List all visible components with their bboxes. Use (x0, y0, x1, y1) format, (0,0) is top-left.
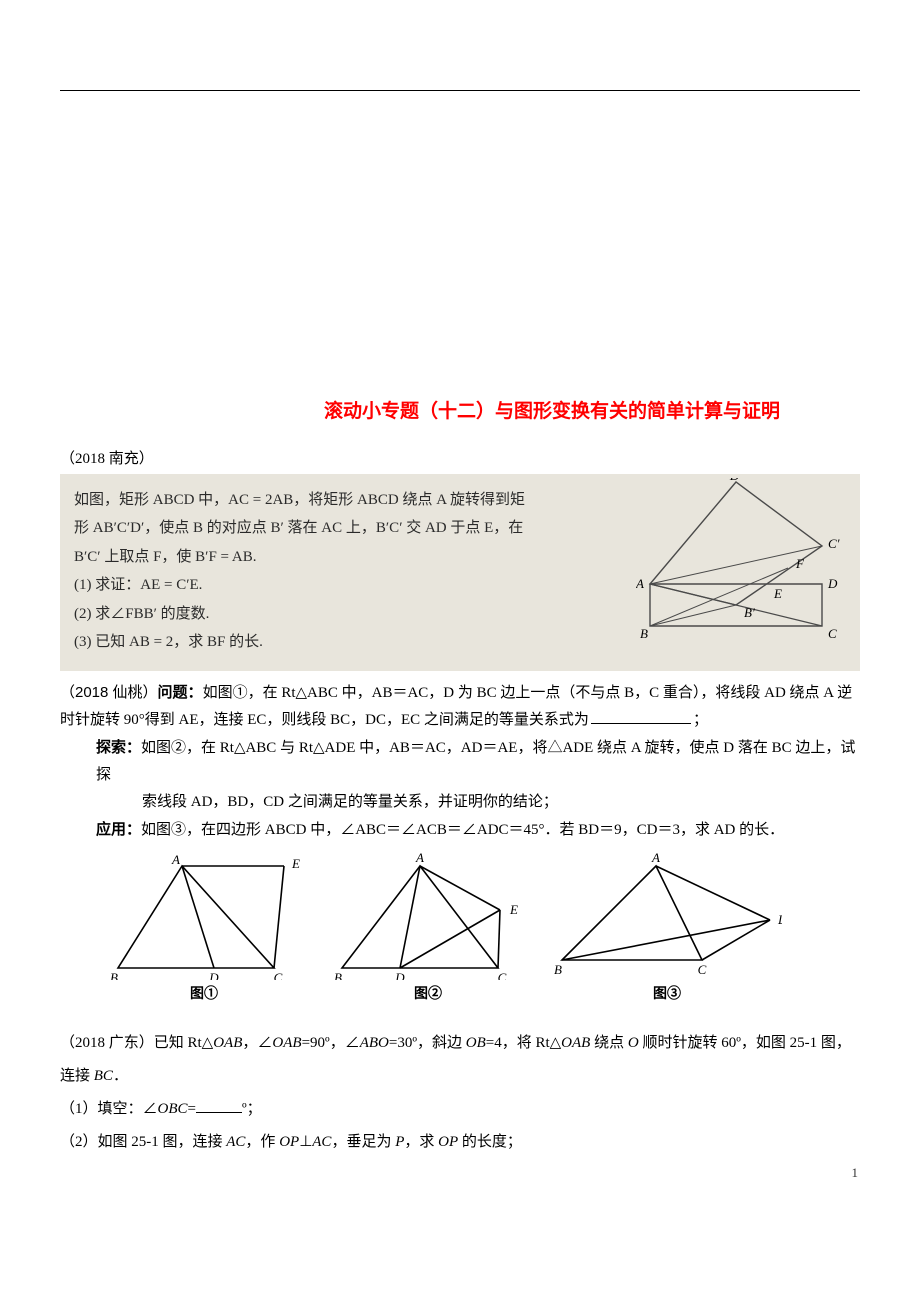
gd-q2d: ，垂足为 (331, 1134, 395, 1150)
gd-ac: AC (226, 1134, 245, 1150)
svg-text:C′: C′ (828, 536, 840, 551)
nc-q1: (1) 求证：AE = C′E. (74, 571, 553, 600)
nc-line3: B′C′ 上取点 F，使 B′F = AB. (74, 543, 553, 572)
xt-t-a: 如图②，在 Rt△ABC 与 Rt△ADE 中，AB＝AC，AD＝AE，将△AD… (96, 740, 855, 783)
svg-text:E: E (773, 586, 782, 601)
gd-q2c: ⊥ (299, 1134, 312, 1150)
xt-t-label: 探索： (96, 739, 141, 756)
svg-text:D: D (394, 970, 405, 980)
xt-q-label: 问题： (158, 684, 203, 701)
gd-abo: ABO (360, 1035, 389, 1051)
nanchong-figure: A B C D B′ C′ D′ EF (636, 478, 846, 638)
gd-p1c: =90º，∠ (302, 1035, 360, 1051)
xt-q-c: ； (693, 712, 708, 728)
gd-p1a: （2018 广东）已知 Rt△ (60, 1035, 213, 1051)
svg-text:A: A (171, 852, 180, 867)
xt-fig2-wrap: A B C D E 图② (328, 850, 528, 1007)
gd-p2b: ． (113, 1068, 128, 1084)
gd-p2: 连接 (60, 1068, 94, 1084)
gd-op: OP (279, 1134, 299, 1150)
page-number: 1 (852, 1165, 859, 1181)
svg-text:D′: D′ (729, 478, 742, 483)
gd-q1-blank (196, 1098, 242, 1113)
gd-ob: OB (466, 1035, 486, 1051)
guangdong-block: （2018 广东）已知 Rt△OAB，∠OAB=90º，∠ABO=30º，斜边 … (60, 1027, 860, 1159)
gd-p1d: =30º，斜边 (389, 1035, 466, 1051)
xt-fig1-wrap: A B C D E 图① (104, 850, 304, 1007)
xt-y-text: 如图③，在四边形 ABCD 中，∠ABC＝∠ACB＝∠ADC＝45°．若 BD＝… (141, 822, 784, 838)
svg-text:B: B (640, 626, 648, 638)
xt-fig3-label: 图③ (552, 982, 782, 1007)
gd-obc: OBC (158, 1101, 188, 1117)
nanchong-problem-box: 如图，矩形 ABCD 中，AC = 2AB，将矩形 ABCD 绕点 A 旋转得到… (60, 474, 860, 671)
xt-q-blank (591, 709, 691, 724)
svg-text:A: A (415, 850, 424, 865)
nc-q2: (2) 求∠FBB′ 的度数. (74, 600, 553, 629)
xt-fig2-label: 图② (328, 982, 528, 1007)
gd-oab2: OAB (272, 1035, 301, 1051)
svg-text:B: B (554, 962, 562, 977)
svg-text:B′: B′ (744, 605, 755, 620)
xt-source: （2018 仙桃） (60, 684, 158, 701)
svg-text:A: A (651, 850, 660, 865)
gd-p1f: 绕点 (590, 1035, 628, 1051)
gd-bc: BC (94, 1068, 113, 1084)
svg-text:A: A (636, 576, 644, 591)
gd-q1b: = (188, 1101, 196, 1117)
gd-q2f: 的长度； (458, 1134, 522, 1150)
svg-text:C: C (498, 970, 507, 980)
svg-text:E: E (509, 902, 518, 917)
xt-q-b: 时针旋转 90°得到 AE，连接 EC，则线段 BC，DC，EC 之间满足的等量… (60, 712, 589, 728)
svg-text:D: D (777, 912, 782, 927)
svg-text:B: B (334, 970, 342, 980)
nc-line2: 形 AB′C′D′，使点 B 的对应点 B′ 落在 AC 上，B′C′ 交 AD… (74, 514, 553, 543)
gd-q1a: （1）填空：∠ (60, 1101, 158, 1117)
gd-ac2: AC (312, 1134, 331, 1150)
gd-op2: OP (438, 1134, 458, 1150)
gd-o: O (628, 1035, 639, 1051)
gd-p1b: ，∠ (242, 1035, 272, 1051)
nc-q3: (3) 已知 AB = 2，求 BF 的长. (74, 628, 553, 657)
nanchong-source: （2018 南充） (60, 447, 860, 468)
top-rule (60, 90, 860, 91)
svg-text:C: C (828, 626, 837, 638)
gd-q2b: ，作 (245, 1134, 279, 1150)
xt-q-a: 如图①，在 Rt△ABC 中，AB＝AC，D 为 BC 边上一点（不与点 B，C… (203, 685, 853, 701)
xt-fig3-wrap: A B C D 图③ (552, 850, 782, 1007)
svg-text:C: C (274, 970, 283, 980)
svg-text:D: D (208, 970, 219, 980)
xt-fig1-label: 图① (104, 982, 304, 1007)
svg-text:F: F (795, 556, 805, 571)
gd-p1e: =4，将 Rt△ (486, 1035, 561, 1051)
xiantao-block: （2018 仙桃）问题：如图①，在 Rt△ABC 中，AB＝AC，D 为 BC … (60, 679, 860, 1007)
xt-y-label: 应用： (96, 821, 141, 838)
nc-line1: 如图，矩形 ABCD 中，AC = 2AB，将矩形 ABCD 绕点 A 旋转得到… (74, 486, 553, 515)
svg-text:D: D (827, 576, 838, 591)
svg-text:C: C (698, 962, 707, 977)
gd-p1g: 顺时针旋转 60º，如图 25-1 图， (639, 1035, 851, 1051)
svg-text:B: B (110, 970, 118, 980)
svg-text:E: E (291, 856, 300, 871)
gd-q2a: （2）如图 25-1 图，连接 (60, 1134, 226, 1150)
page-title: 滚动小专题（十二）与图形变换有关的简单计算与证明 (272, 391, 832, 433)
gd-q2e: ，求 (404, 1134, 438, 1150)
gd-oab3: OAB (561, 1035, 590, 1051)
gd-q1c: º； (242, 1101, 262, 1117)
gd-p: P (395, 1134, 404, 1150)
gd-oab1: OAB (213, 1035, 242, 1051)
xt-t-b: 索线段 AD，BD，CD 之间满足的等量关系，并证明你的结论； (142, 794, 558, 810)
